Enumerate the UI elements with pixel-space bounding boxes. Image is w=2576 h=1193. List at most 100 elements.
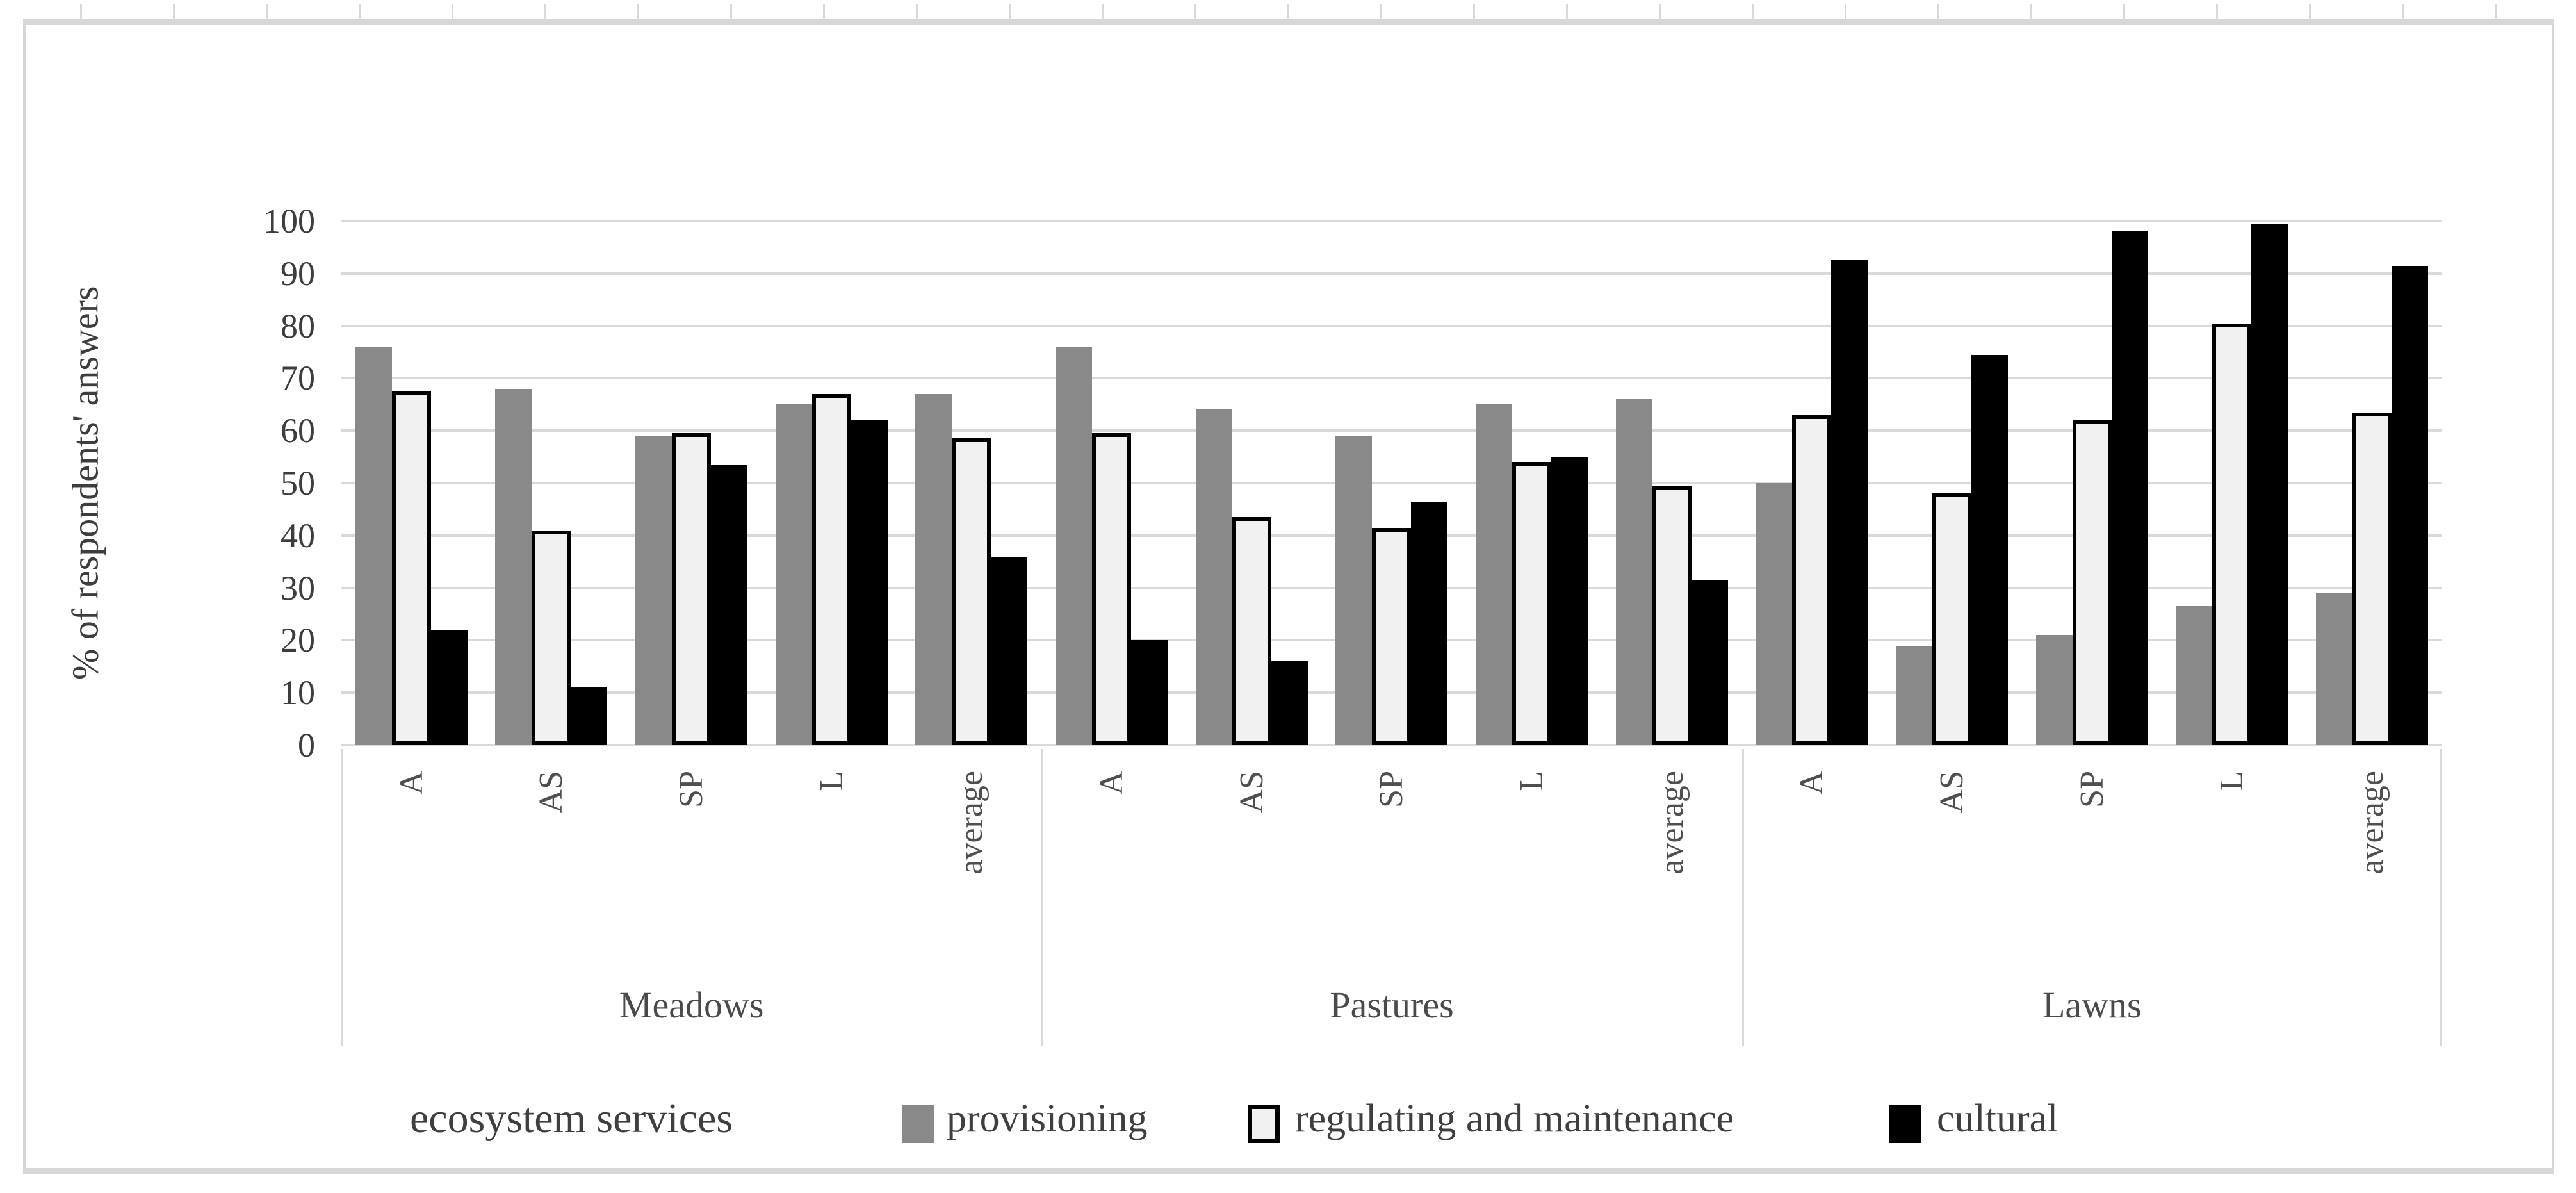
bar-cultural-Pastures-L xyxy=(1551,457,1588,745)
bar-cluster-Lawns-A xyxy=(1742,260,1882,745)
bar-cultural-Meadows-SP xyxy=(711,465,748,745)
gridline-60 xyxy=(341,429,2442,432)
ruler-tick xyxy=(359,4,361,23)
legend-swatch-regulating-and-maintenance xyxy=(1248,1105,1280,1143)
ruler-tick xyxy=(1566,4,1568,23)
group-divider xyxy=(341,749,343,1046)
bar-cultural-Pastures-SP xyxy=(1411,501,1448,745)
bar-provisioning-Lawns-L xyxy=(2176,606,2213,745)
bar-regulating-and-maintenance-Meadows-average xyxy=(952,438,991,745)
ruler-tick xyxy=(544,4,546,23)
category-label-cell-Lawns-AS: AS xyxy=(1882,771,2022,1014)
category-label-Meadows-average: average xyxy=(953,771,990,875)
bar-cultural-Pastures-average xyxy=(1691,580,1728,745)
ruler-tick xyxy=(1845,4,1846,23)
bar-cluster-Lawns-SP xyxy=(2022,231,2162,745)
legend-label-provisioning: provisioning xyxy=(947,1097,1148,1140)
category-label-Lawns-SP: SP xyxy=(2073,771,2110,808)
bar-regulating-and-maintenance-Pastures-average xyxy=(1652,486,1692,745)
ruler-tick xyxy=(173,4,175,23)
ruler-tick xyxy=(823,4,825,23)
category-label-cell-Lawns-average: average xyxy=(2302,771,2442,1014)
category-label-Lawns-A: A xyxy=(1793,771,1830,795)
category-label-cell-Meadows-AS: AS xyxy=(482,771,622,1014)
y-tick-label-20: 20 xyxy=(281,621,315,660)
bar-cluster-Meadows-L xyxy=(762,393,902,745)
bar-regulating-and-maintenance-Lawns-AS xyxy=(1932,493,1972,745)
ruler-tick xyxy=(266,4,268,23)
bar-cluster-Pastures-average xyxy=(1602,399,1742,745)
bar-provisioning-Pastures-L xyxy=(1476,404,1513,745)
bar-cultural-Lawns-AS xyxy=(1971,354,2009,745)
category-label-cell-Pastures-average: average xyxy=(1602,771,1742,1014)
category-label-cell-Meadows-SP: SP xyxy=(621,771,762,1014)
y-tick-label-30: 30 xyxy=(281,568,315,607)
bar-cultural-Meadows-A xyxy=(430,630,468,745)
y-tick-label-80: 80 xyxy=(281,306,315,345)
ruler-tick xyxy=(1194,4,1196,23)
category-label-Meadows-SP: SP xyxy=(673,771,710,808)
category-label-cell-Lawns-SP: SP xyxy=(2022,771,2162,1014)
bar-cluster-Pastures-L xyxy=(1462,404,1602,745)
ruler-tick xyxy=(1380,4,1382,23)
bar-regulating-and-maintenance-Pastures-L xyxy=(1512,462,1552,745)
bar-regulating-and-maintenance-Lawns-average xyxy=(2352,412,2392,745)
bar-cultural-Meadows-AS xyxy=(571,687,608,745)
bar-provisioning-Lawns-SP xyxy=(2035,635,2073,745)
gridline-50 xyxy=(341,482,2442,484)
bar-provisioning-Pastures-AS xyxy=(1195,409,1232,745)
ruler-tick xyxy=(2402,4,2404,23)
bar-cluster-Lawns-average xyxy=(2302,265,2442,745)
legend: ecosystem services provisioning regulatin… xyxy=(0,1082,2576,1156)
legend-swatch-cultural xyxy=(1889,1105,1921,1143)
category-label-cell-Meadows-L: L xyxy=(762,771,902,1014)
y-tick-label-50: 50 xyxy=(281,464,315,502)
bar-provisioning-Pastures-A xyxy=(1056,347,1093,745)
bar-regulating-and-maintenance-Pastures-A xyxy=(1092,433,1132,745)
bar-cultural-Lawns-average xyxy=(2392,265,2429,745)
y-tick-label-60: 60 xyxy=(281,411,315,450)
group-divider xyxy=(1741,749,1744,1046)
bar-provisioning-Lawns-AS xyxy=(1896,645,1933,745)
bar-cultural-Pastures-A xyxy=(1131,640,1168,745)
bar-cultural-Pastures-AS xyxy=(1271,661,1308,745)
bar-provisioning-Lawns-average xyxy=(2316,593,2353,745)
ruler-tick xyxy=(1102,4,1104,23)
gridline-90 xyxy=(341,272,2442,275)
bar-cluster-Pastures-A xyxy=(1041,347,1182,745)
category-label-Pastures-average: average xyxy=(1653,771,1690,875)
ruler-tick xyxy=(2123,4,2125,23)
ruler-tick xyxy=(80,4,82,23)
group-label-Meadows: Meadows xyxy=(619,984,764,1026)
gridline-80 xyxy=(341,324,2442,327)
bar-cluster-Meadows-AS xyxy=(482,388,622,745)
y-tick-label-100: 100 xyxy=(263,202,315,240)
category-label-Lawns-average: average xyxy=(2354,771,2391,875)
legend-label-cultural: cultural xyxy=(1937,1097,2058,1140)
bar-regulating-and-maintenance-Meadows-AS xyxy=(532,530,571,745)
group-label-Lawns: Lawns xyxy=(2042,984,2142,1026)
plot-area xyxy=(341,220,2442,746)
category-label-Lawns-AS: AS xyxy=(1934,771,1971,814)
bar-cluster-Pastures-SP xyxy=(1322,436,1462,745)
category-label-Pastures-AS: AS xyxy=(1233,771,1270,814)
legend-swatch-provisioning xyxy=(902,1105,934,1143)
category-label-cell-Meadows-average: average xyxy=(902,771,1042,1014)
bar-regulating-and-maintenance-Lawns-A xyxy=(1792,415,1832,745)
group-divider xyxy=(1041,749,1044,1046)
bar-cluster-Meadows-SP xyxy=(621,433,762,745)
category-label-cell-Pastures-A: A xyxy=(1041,771,1182,1014)
ruler-tick xyxy=(1752,4,1754,23)
bar-regulating-and-maintenance-Lawns-SP xyxy=(2072,420,2112,745)
bar-provisioning-Pastures-average xyxy=(1615,399,1652,745)
ruler-tick xyxy=(916,4,918,23)
ruler-tick xyxy=(1009,4,1011,23)
bar-cultural-Lawns-L xyxy=(2251,224,2288,745)
gridline-100 xyxy=(341,220,2442,222)
category-label-cell-Pastures-L: L xyxy=(1462,771,1602,1014)
y-tick-label-0: 0 xyxy=(298,726,315,764)
bar-regulating-and-maintenance-Meadows-L xyxy=(811,393,851,745)
ruler-tick xyxy=(2495,4,2497,23)
